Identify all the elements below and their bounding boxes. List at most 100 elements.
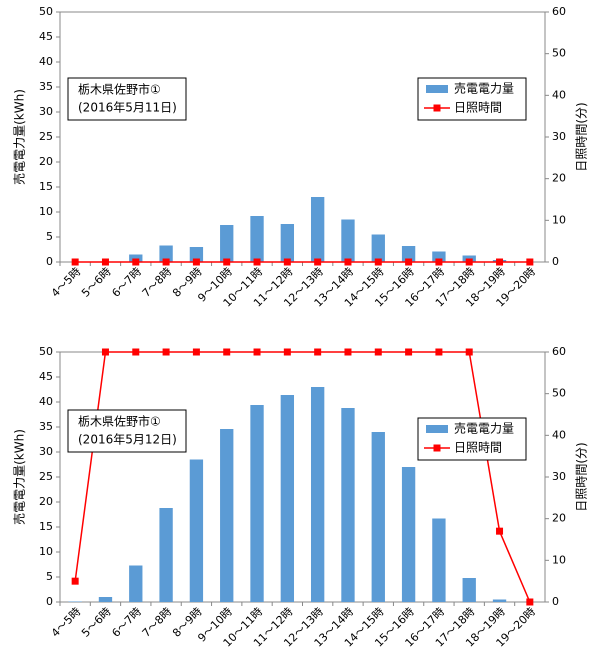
bar: [280, 395, 295, 602]
bar: [341, 219, 355, 262]
y-tick-label: 35: [39, 420, 53, 433]
y-tick-label: 5: [46, 570, 53, 583]
line: [74, 351, 531, 603]
bar: [432, 518, 446, 602]
x-tick-label: 4～5時: [49, 605, 84, 640]
line-marker: [374, 348, 382, 356]
bar: [250, 405, 264, 602]
bar: [371, 432, 385, 602]
bar: [220, 429, 234, 602]
y2-axis-label: 日照時間(分): [575, 442, 589, 511]
bar: [189, 459, 204, 602]
y-tick-label: 15: [39, 180, 53, 193]
legend-swatch: [426, 425, 448, 433]
y-tick-label: 50: [39, 5, 53, 18]
bar: [129, 565, 143, 602]
bar: [159, 508, 173, 602]
y-tick-label: 15: [39, 520, 53, 533]
line-marker: [253, 348, 261, 356]
line-marker: [526, 598, 534, 606]
line-marker: [405, 258, 413, 266]
y2-tick-label: 60: [552, 345, 566, 358]
y-tick-label: 5: [46, 230, 53, 243]
y-tick-label: 30: [39, 445, 53, 458]
y2-tick-label: 60: [552, 5, 566, 18]
x-tick-label: 6～7時: [109, 265, 144, 300]
legend-label: 売電電力量: [454, 421, 514, 436]
line-marker: [344, 348, 352, 356]
y-tick-label: 0: [46, 255, 53, 268]
y-tick-label: 20: [39, 155, 53, 168]
y-tick-label: 35: [39, 80, 53, 93]
y2-tick-label: 10: [552, 553, 566, 566]
bar: [462, 578, 476, 602]
y-tick-label: 40: [39, 55, 53, 68]
line-marker: [496, 258, 504, 266]
y-tick-label: 30: [39, 105, 53, 118]
x-tick-label: 5～6時: [79, 605, 114, 640]
y2-tick-label: 0: [552, 255, 559, 268]
line-marker: [314, 348, 322, 356]
x-tick-label: 4～5時: [49, 265, 84, 300]
bar: [341, 408, 355, 602]
plot-frame: [59, 11, 546, 263]
line-marker: [314, 258, 322, 266]
legend-marker: [433, 104, 441, 112]
bar: [280, 224, 295, 262]
legend-label: 日照時間: [454, 101, 502, 115]
line-marker: [374, 258, 382, 266]
annotation: (2016年5月11日): [78, 101, 177, 115]
y-tick-label: 10: [39, 545, 53, 558]
legend-label: 日照時間: [454, 441, 502, 455]
line-marker: [71, 258, 79, 266]
line-marker: [465, 348, 473, 356]
y2-tick-label: 40: [552, 88, 566, 101]
y-tick-label: 0: [46, 595, 53, 608]
line-marker: [344, 258, 352, 266]
x-tick-label: 6～7時: [109, 605, 144, 640]
bar: [68, 601, 82, 602]
y2-tick-label: 30: [552, 130, 566, 143]
line-marker: [526, 258, 534, 266]
annotation: 栃木県佐野市①: [78, 414, 161, 429]
y2-axis-label: 日照時間(分): [575, 102, 589, 171]
x-tick-label: 7～8時: [140, 605, 175, 640]
x-tick-label: 5～6時: [79, 265, 114, 300]
line-marker: [465, 258, 473, 266]
line-marker: [253, 258, 261, 266]
bar: [401, 467, 416, 602]
line-marker: [283, 258, 291, 266]
line-marker: [101, 258, 109, 266]
legend-swatch: [426, 85, 448, 93]
bar: [401, 246, 416, 262]
annotation-box: [67, 77, 187, 121]
y-axis-label: 売電電力量(kWh): [12, 429, 27, 525]
y-tick-label: 40: [39, 395, 53, 408]
plot-frame: [59, 351, 546, 603]
line-marker: [192, 348, 200, 356]
y-tick-label: 25: [39, 130, 53, 143]
line-marker: [132, 258, 140, 266]
x-tick-label: 7～8時: [140, 265, 175, 300]
line-marker: [101, 348, 109, 356]
y-tick-label: 20: [39, 495, 53, 508]
y2-tick-label: 10: [552, 213, 566, 226]
annotation: 栃木県佐野市①: [78, 82, 161, 97]
y-tick-label: 10: [39, 205, 53, 218]
y2-tick-label: 30: [552, 470, 566, 483]
line-marker: [283, 348, 291, 356]
y-axis-label: 売電電力量(kWh): [12, 89, 27, 185]
bar: [371, 234, 385, 262]
annotation: (2016年5月12日): [78, 433, 177, 447]
annotation-box: [67, 409, 187, 453]
y-tick-label: 25: [39, 470, 53, 483]
y2-tick-label: 50: [552, 387, 566, 400]
line-marker: [435, 258, 443, 266]
bar: [250, 216, 264, 262]
y2-tick-label: 0: [552, 595, 559, 608]
bar: [98, 597, 113, 602]
y2-tick-label: 50: [552, 47, 566, 60]
y2-tick-label: 40: [552, 428, 566, 441]
bar: [129, 254, 143, 262]
